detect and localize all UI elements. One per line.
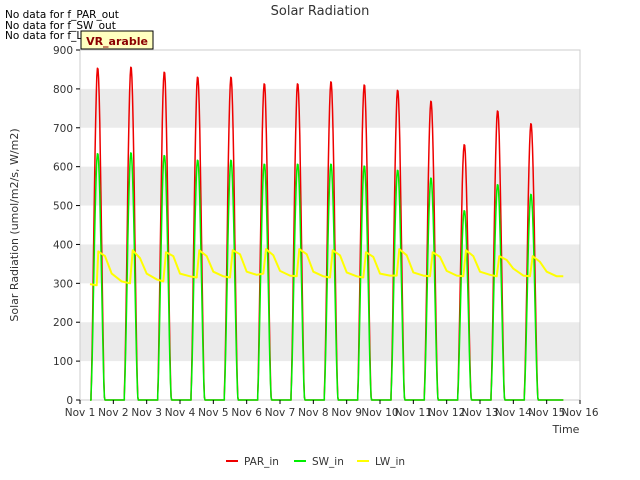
x-tick-label: Nov 9 [331, 407, 362, 419]
x-tick-label: Nov 5 [198, 407, 229, 419]
series-line-sw-in [90, 152, 564, 401]
y-tick-label: 200 [53, 317, 73, 329]
y-tick-label: 900 [53, 45, 73, 57]
legend-label-sw-in: SW_in [312, 456, 344, 468]
series-layer [89, 66, 564, 401]
grid-bands [80, 88, 580, 362]
y-tick-label: 400 [53, 239, 73, 251]
chart-title: Solar Radiation [271, 4, 370, 19]
x-tick-label: Nov 13 [461, 407, 498, 419]
x-tick-label: Nov 8 [298, 407, 329, 419]
series-line-lw-in [89, 248, 564, 287]
y-tick-label: 500 [53, 201, 73, 213]
x-tick-label: Nov 2 [98, 407, 129, 419]
site-badge: VR_arable [80, 30, 154, 50]
legend-label-lw-in: LW_in [375, 456, 405, 468]
x-tick-label: Nov 15 [528, 407, 565, 419]
y-tick-label: 300 [53, 278, 73, 290]
y-tick-label: 600 [53, 162, 73, 174]
x-tick-label: Nov 1 [65, 407, 96, 419]
y-tick-label: 100 [53, 356, 73, 368]
no-data-sw-out: No data for f_SW_out [5, 20, 116, 32]
x-tick-label: Nov 12 [428, 407, 465, 419]
no-data-par-out: No data for f_PAR_out [5, 9, 119, 21]
y-tick-label: 700 [53, 123, 73, 135]
legend: PAR_in SW_in LW_in [226, 456, 405, 468]
x-tick-label: Nov 11 [395, 407, 432, 419]
plot-frame [79, 49, 581, 401]
x-tick-label: Nov 14 [495, 407, 533, 419]
x-tick-label: Nov 3 [131, 407, 162, 419]
y-axis-label: Solar Radiation (umol/m2/s, W/m2) [8, 128, 21, 321]
legend-label-par-in: PAR_in [244, 456, 279, 468]
x-tick-label: Nov 16 [561, 407, 599, 419]
y-tick-label: 0 [66, 395, 73, 407]
x-tick-label: Nov 7 [265, 407, 296, 419]
x-tick-label: Nov 6 [231, 407, 262, 419]
grid-band [80, 322, 580, 362]
y-tick-label: 800 [53, 84, 73, 96]
x-axis-label: Time [552, 423, 580, 436]
x-tick-label: Nov 10 [361, 407, 398, 419]
x-tick-label: Nov 4 [165, 407, 196, 419]
site-badge-label: VR_arable [86, 35, 148, 48]
